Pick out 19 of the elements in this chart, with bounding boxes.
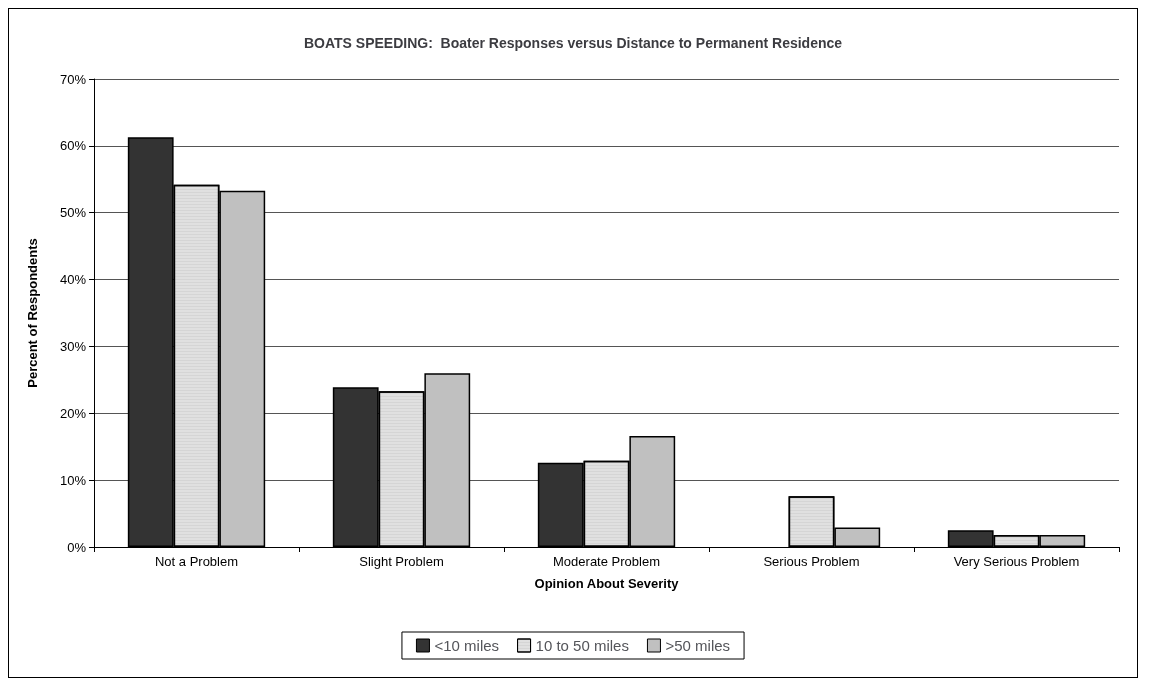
x-tick-label: Moderate Problem — [553, 554, 660, 569]
y-tick-label: 40% — [59, 272, 87, 288]
legend-label: >50 miles — [665, 637, 731, 654]
y-tick-label: 60% — [59, 138, 87, 154]
x-tick-label: Very Serious Problem — [953, 554, 1080, 569]
x-tick-label: Slight Problem — [359, 554, 444, 569]
chart-title: BOATS SPEEDING: Boater Responses versus Distance to Permanent Residence — [303, 35, 843, 51]
y-tick-label: 50% — [59, 205, 87, 221]
y-tick-label: 30% — [59, 338, 87, 354]
x-tick-label: Serious Problem — [763, 554, 860, 569]
x-tick-label: Not a Problem — [154, 554, 239, 569]
y-tick-label: 10% — [59, 472, 87, 488]
y-tick-label: 20% — [59, 405, 87, 421]
y-axis-title: Percent of Respondents — [25, 238, 40, 388]
y-tick-label: 0% — [67, 539, 87, 555]
legend-label: <10 miles — [434, 637, 500, 654]
legend-label: 10 to 50 miles — [535, 637, 629, 654]
x-axis-title: Opinion About Severity — [534, 576, 680, 591]
y-tick-label: 70% — [59, 71, 87, 87]
